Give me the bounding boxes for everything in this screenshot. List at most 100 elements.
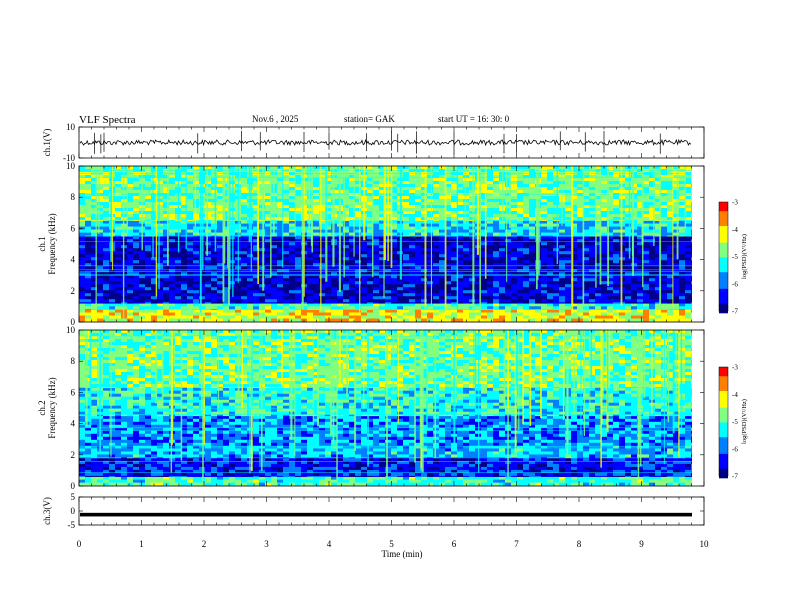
spectrogram-cell xyxy=(583,309,590,310)
spectrogram-cell xyxy=(601,235,608,237)
spectrogram-cell xyxy=(637,181,644,185)
spectrogram-cell xyxy=(439,223,446,227)
spectrogram-cell xyxy=(487,284,494,288)
spectrogram-cell xyxy=(511,263,518,267)
spectrogram-cell xyxy=(427,269,434,273)
spectrogram-cell xyxy=(583,266,590,270)
spectrogram-cell xyxy=(259,184,266,188)
spectrogram-cell xyxy=(601,223,608,227)
spectrogram-cell xyxy=(277,318,284,322)
spectrogram-cell xyxy=(661,251,668,255)
spectrogram-cell xyxy=(559,312,566,316)
spectrogram-cell xyxy=(451,284,458,288)
spectrogram-cell xyxy=(325,223,332,227)
spectrogram-cell xyxy=(211,239,218,243)
spectrogram-cell xyxy=(655,187,662,191)
spectrogram-cell xyxy=(133,248,140,252)
spectrogram-cell xyxy=(661,302,668,304)
spectrogram-cell xyxy=(151,303,158,307)
spectrogram-cell xyxy=(685,178,692,182)
spectrogram-cell xyxy=(283,251,290,255)
spectrogram-cell xyxy=(253,312,260,316)
spectrogram-cell xyxy=(427,296,434,300)
spectrogram-cell xyxy=(85,299,92,303)
spectrogram-cell xyxy=(523,232,530,236)
spectrogram-cell xyxy=(649,275,656,279)
spectrogram-cell xyxy=(229,236,236,240)
spectrogram-cell xyxy=(529,312,536,316)
spectrogram-cell xyxy=(367,220,374,224)
spectrogram-cell xyxy=(673,318,680,322)
spectrogram-cell xyxy=(169,251,176,255)
spectrogram-cell xyxy=(673,251,680,255)
spectrogram-cell xyxy=(217,235,224,237)
spectrogram-cell xyxy=(109,290,116,294)
spectrogram-cell xyxy=(673,269,680,273)
spectrogram-cell xyxy=(613,275,620,279)
spectrogram-cell xyxy=(259,226,266,230)
spectrogram-cell xyxy=(277,254,284,258)
spectrogram-cell xyxy=(427,254,434,258)
spectrogram-cell xyxy=(475,309,482,313)
spectrogram-cell xyxy=(589,254,596,258)
spectrogram-cell xyxy=(247,275,254,279)
spectrogram-cell xyxy=(85,318,92,322)
spectrogram-cell xyxy=(241,312,248,316)
spectrogram-cell xyxy=(307,302,314,304)
spectrogram-cell xyxy=(343,272,350,276)
spectrogram-cell xyxy=(421,220,428,224)
spectrogram-cell xyxy=(571,266,578,270)
spectrogram-cell xyxy=(493,296,500,300)
date-label: Nov.6 , 2025 xyxy=(252,114,299,124)
spectrogram-cell xyxy=(313,239,320,243)
spectrogram-cell xyxy=(307,299,314,303)
spectrogram-cell xyxy=(133,236,140,240)
spectrogram-cell xyxy=(211,309,218,310)
spectrogram-cell xyxy=(403,229,410,233)
spectrogram-cell xyxy=(97,196,104,200)
spectrogram-cell xyxy=(517,287,524,291)
spectrogram-cell xyxy=(199,293,206,297)
spectrogram-cell xyxy=(409,272,416,276)
spectrogram-cell xyxy=(391,245,398,249)
spectrogram-cell xyxy=(175,278,182,282)
spectrogram-cell xyxy=(451,236,458,240)
spectrogram-cell xyxy=(589,181,596,185)
spectrogram-cell xyxy=(277,302,284,304)
spectrogram-cell xyxy=(667,235,674,237)
spectrogram-cell xyxy=(115,251,122,255)
spectrogram-cell xyxy=(271,293,278,297)
spectrogram-cell xyxy=(553,284,560,288)
spectrogram-cell xyxy=(631,181,638,185)
spectrogram-cell xyxy=(553,190,560,194)
spectrogram-cell xyxy=(499,263,506,267)
spectrogram-cell xyxy=(349,318,356,322)
spectrogram-cell xyxy=(367,245,374,249)
spectrogram-cell xyxy=(145,302,152,304)
spectrogram-cell xyxy=(607,236,614,240)
spectrogram-cell xyxy=(685,263,692,267)
spectrogram-cell xyxy=(493,184,500,188)
spectrogram-cell xyxy=(319,254,326,258)
spectrogram-cell xyxy=(661,299,668,303)
spectrogram-cell xyxy=(469,312,476,316)
spectrogram-cell xyxy=(325,272,332,276)
spectrogram-cell xyxy=(493,187,500,191)
spectrogram-cell xyxy=(595,309,602,310)
spectrogram-cell xyxy=(661,272,668,276)
spectrogram-cell xyxy=(127,312,134,316)
spectrogram-cell xyxy=(589,248,596,252)
spectrogram-cell xyxy=(361,269,368,273)
spectrogram-cell xyxy=(295,248,302,252)
spectrogram-cell xyxy=(313,299,320,303)
spectrogram-cell xyxy=(541,309,548,310)
spectrogram-cell xyxy=(493,245,500,249)
spectrogram-cell xyxy=(241,303,248,307)
spectrogram-cell xyxy=(109,275,116,279)
spectrogram-cell xyxy=(241,306,248,310)
spectrogram-cell xyxy=(595,187,602,191)
spectrogram-cell xyxy=(229,232,236,236)
spectrogram-cell xyxy=(193,232,200,236)
spectrogram-cell xyxy=(469,251,476,255)
spectrogram-cell xyxy=(679,272,686,276)
